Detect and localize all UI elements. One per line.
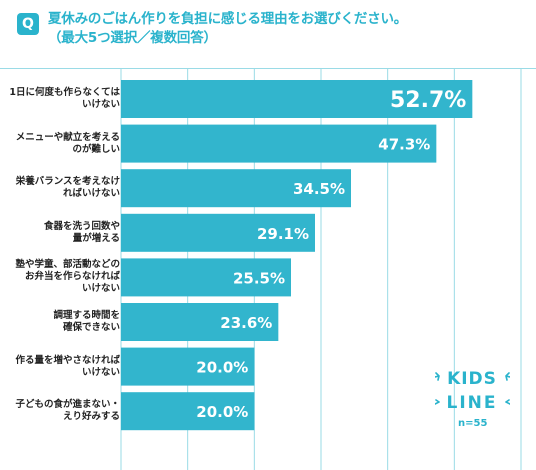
category-label-line: えり好みする bbox=[62, 411, 120, 423]
category-label-line: 塾や学童、部活動などの bbox=[15, 259, 120, 271]
title-line-1: 夏休みのごはん作りを負担に感じる理由をお選びください。 bbox=[48, 11, 408, 27]
data-label: 29.1% bbox=[257, 225, 309, 243]
svg-text:LINE: LINE bbox=[447, 393, 498, 413]
data-label: 25.5% bbox=[233, 269, 285, 287]
category-label: メニューや献立を考える のが難しい bbox=[2, 132, 120, 156]
bar bbox=[121, 303, 279, 341]
data-label: 20.0% bbox=[196, 403, 248, 421]
category-label-line: 調理する時間を bbox=[53, 310, 120, 321]
title-line-2: （最大5つ選択／複数回答） bbox=[48, 30, 217, 46]
category-label-line: 量が増える bbox=[72, 232, 120, 244]
chart-title: 夏休みのごはん作りを負担に感じる理由をお選びください。 （最大5つ選択／複数回答… bbox=[48, 10, 518, 48]
category-label-line: 栄養バランスを考えなけ bbox=[15, 176, 120, 188]
category-label-line: いけない bbox=[81, 283, 120, 295]
category-label: 子どもの食が進まない・ えり好みする bbox=[2, 399, 120, 423]
category-label-line: いけない bbox=[81, 366, 120, 378]
question-badge: Q bbox=[17, 13, 39, 35]
category-label: 栄養バランスを考えなけ ればいけない bbox=[2, 176, 120, 200]
category-label-line: 1日に何度も作らなくては bbox=[9, 87, 120, 98]
bar bbox=[121, 392, 255, 431]
chart-area: 52.7% 47.3% 34.5% 29.1% 25.5% 23.6% 20.0% 20.0%… bbox=[0, 68, 536, 470]
data-label: 23.6% bbox=[220, 314, 272, 332]
category-label-line: 作る量を増やさなければ bbox=[15, 354, 120, 366]
category-label-line: メニューや献立を考える bbox=[15, 131, 120, 143]
category-label: 食器を洗う回数や 量が増える bbox=[2, 221, 120, 245]
category-label-line: のが難しい bbox=[72, 143, 120, 155]
bar bbox=[121, 347, 255, 386]
category-label-line: 子どもの食が進まない・ bbox=[15, 399, 120, 411]
category-label-line: 確保できない bbox=[62, 322, 120, 333]
category-label: 1日に何度も作らなくては いけない bbox=[2, 87, 120, 111]
data-label: 34.5% bbox=[293, 180, 345, 198]
data-label: 20.0% bbox=[196, 359, 248, 377]
category-label-line: ればいけない bbox=[62, 188, 120, 200]
sample-size-label: n=55 bbox=[458, 418, 488, 429]
category-label-line: いけない bbox=[81, 99, 120, 110]
bar bbox=[121, 80, 473, 118]
bar bbox=[121, 169, 351, 208]
kidsline-logo: KIDS LINE bbox=[435, 369, 510, 413]
top-divider bbox=[0, 68, 536, 69]
category-label: 作る量を増やさなければ いけない bbox=[2, 355, 120, 379]
bar bbox=[121, 213, 315, 252]
category-label: 調理する時間を 確保できない bbox=[2, 310, 120, 334]
bar-chart: 52.7% 47.3% 34.5% 29.1% 25.5% 23.6% 20.0% 20.0% bbox=[120, 68, 522, 470]
category-label-line: 食器を洗う回数や bbox=[43, 220, 120, 232]
svg-text:KIDS: KIDS bbox=[447, 369, 497, 389]
bar bbox=[121, 124, 437, 163]
bar bbox=[121, 258, 291, 297]
category-label: 塾や学童、部活動などの お弁当を作らなければ いけない bbox=[2, 259, 120, 295]
data-label: 47.3% bbox=[378, 136, 430, 154]
data-label: 52.7% bbox=[390, 88, 466, 113]
category-label-line: お弁当を作らなければ bbox=[24, 271, 120, 283]
